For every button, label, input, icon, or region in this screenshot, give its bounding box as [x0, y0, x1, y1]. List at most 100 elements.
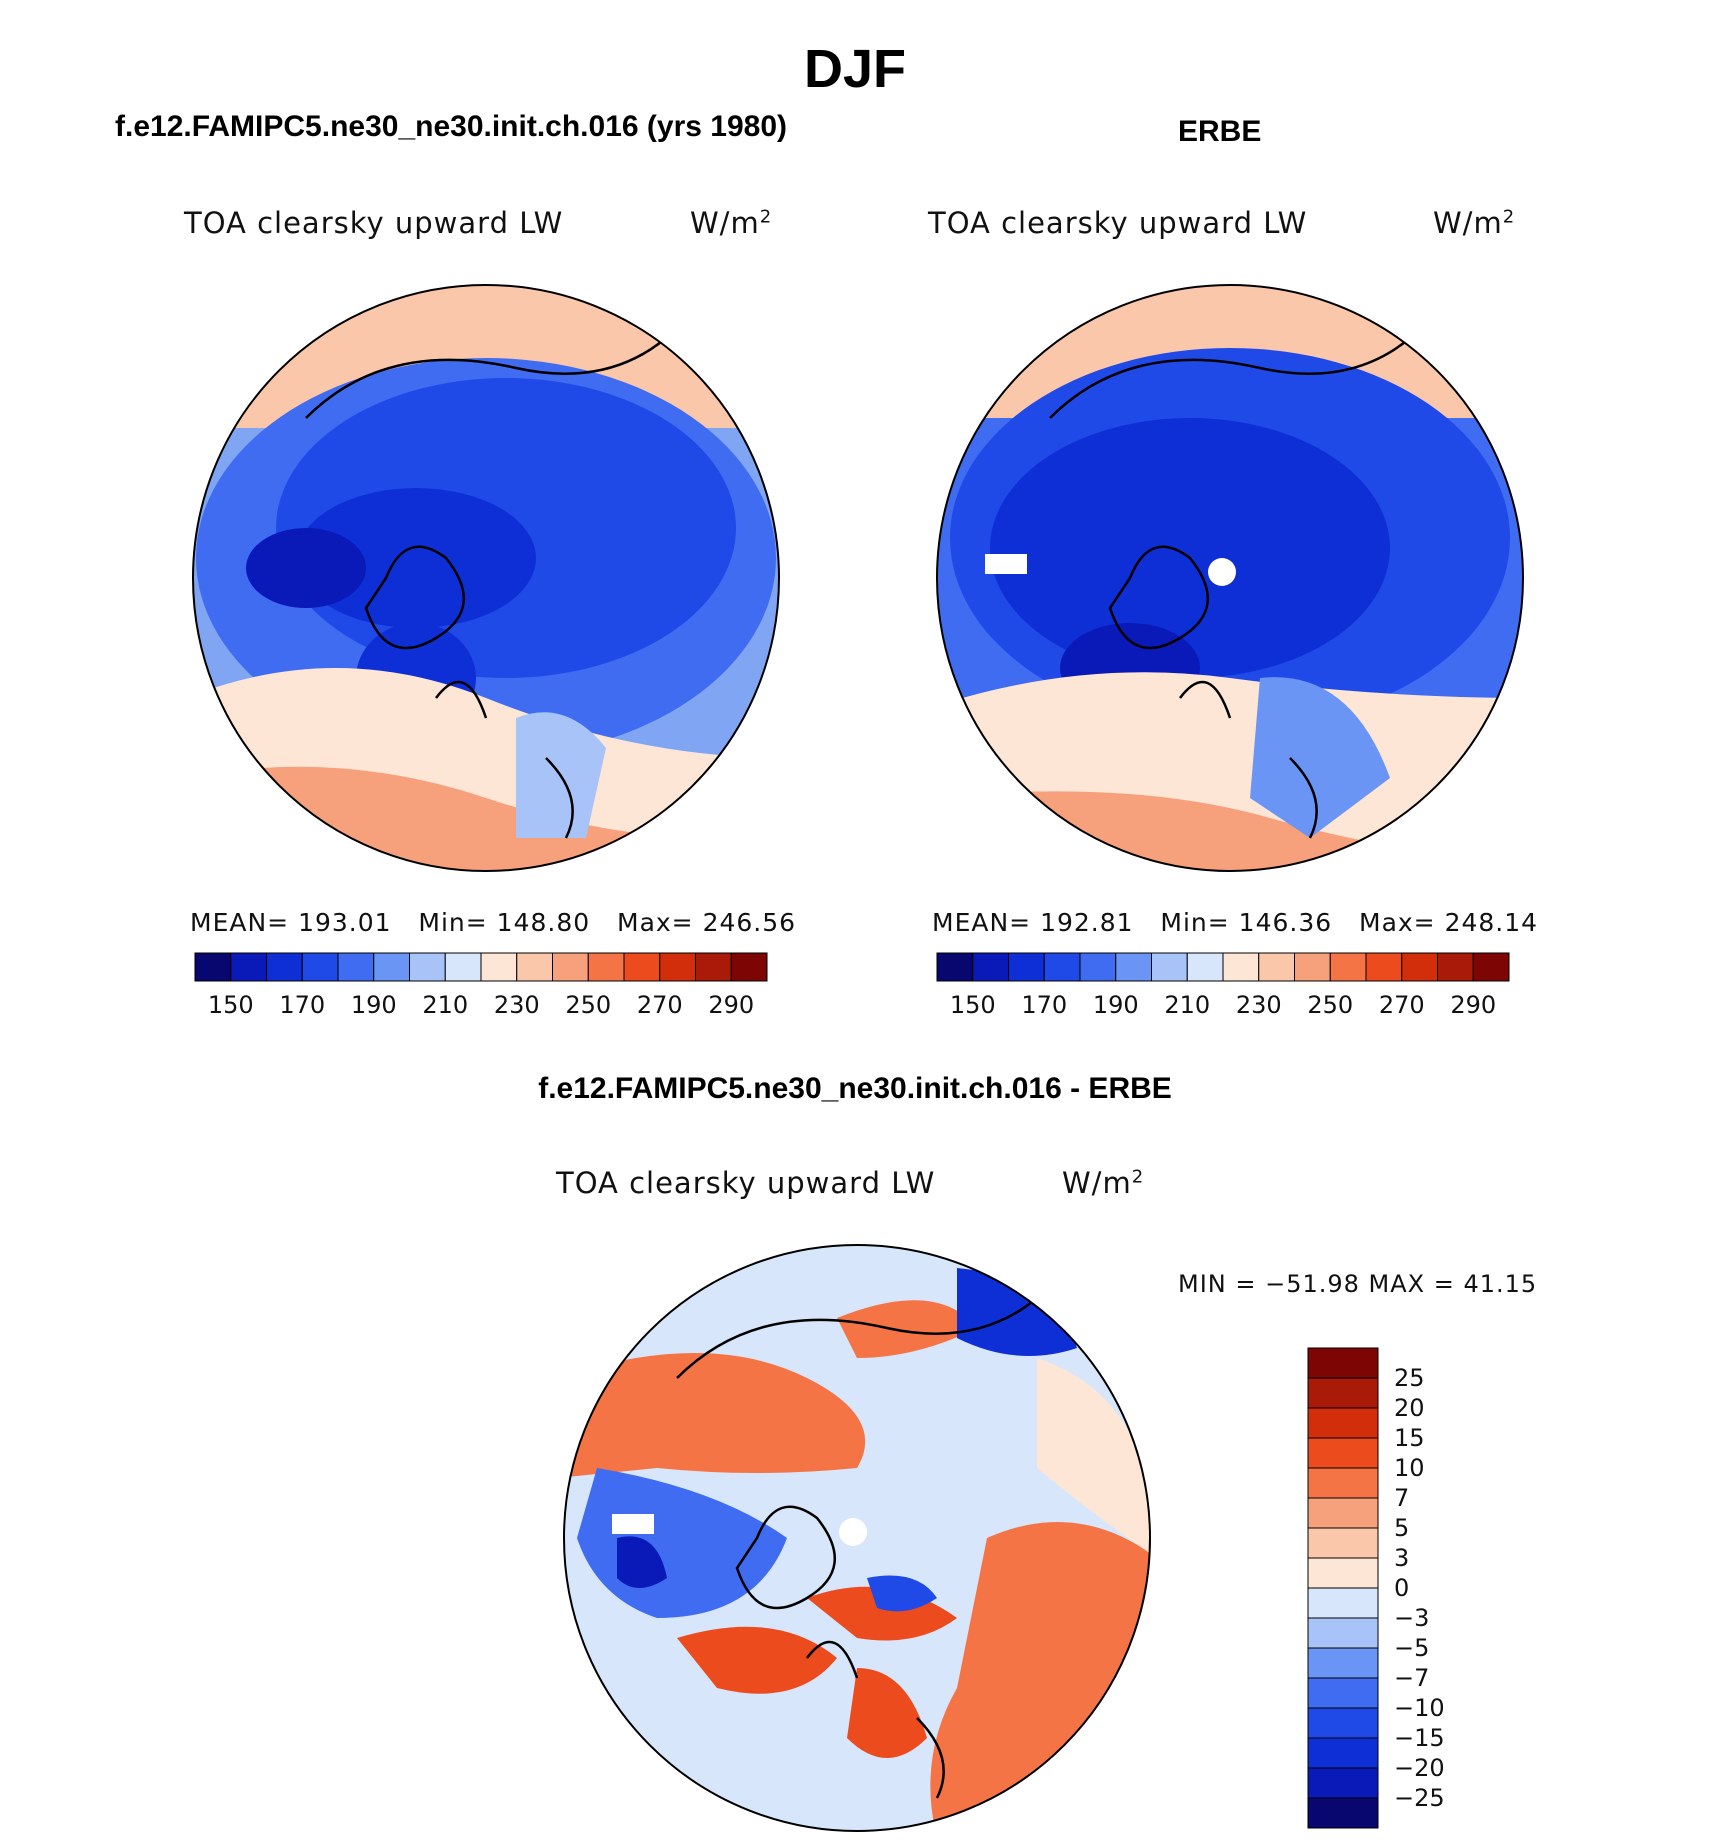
obs-min-value: 146.36 [1238, 908, 1333, 937]
colorbar-swatch [1329, 952, 1367, 982]
model-polar-map [192, 284, 780, 872]
diff-variable-label: TOA clearsky upward LW [556, 1166, 936, 1200]
colorbar-tick-label: −3 [1394, 1604, 1430, 1632]
diff-case-title: f.e12.FAMIPC5.ne30_ne30.init.ch.016 - ER… [538, 1072, 1172, 1105]
colorbar-swatch [1472, 952, 1510, 982]
colorbar-swatch [1401, 952, 1438, 982]
colorbar-swatch [1365, 952, 1403, 982]
diff-north-pacific-slight [1037, 1358, 1150, 1558]
diff-alaska-warm [837, 1300, 977, 1358]
obs-coastlines [1049, 337, 1411, 839]
colorbar-swatch [1307, 1527, 1379, 1559]
model-variable-label: TOA clearsky upward LW [184, 206, 564, 240]
model-map-border [192, 284, 780, 872]
model-mean-label: MEAN= [190, 908, 290, 937]
colorbar-tick-label: 7 [1394, 1484, 1410, 1512]
obs-units-base: W/m [1433, 206, 1503, 240]
diff-greenland-warm [677, 1626, 837, 1694]
colorbar-tick-label: 170 [279, 991, 326, 1019]
colorbar-tick-label: 290 [708, 991, 755, 1019]
obs-case-title: ERBE [1178, 115, 1262, 148]
diff-scandinavia-warm [847, 1668, 927, 1758]
colorbar-swatch [1258, 952, 1295, 982]
colorbar-swatch [1307, 1797, 1379, 1829]
colorbar-tick-label: 10 [1394, 1454, 1425, 1482]
model-stats-line: MEAN= 193.01 Min= 148.80 Max= 246.56 [190, 908, 796, 937]
colorbar-swatch [480, 952, 518, 982]
colorbar-tick-label: 230 [1235, 991, 1282, 1019]
model-coldest-core [246, 528, 366, 608]
diff-units-label: W/m2 [1062, 1166, 1144, 1200]
colorbar-swatch [1186, 952, 1224, 982]
model-coastlines [305, 337, 667, 839]
colorbar-swatch [972, 952, 1009, 982]
obs-max-label: Max= [1359, 908, 1436, 937]
model-units-exp: 2 [759, 206, 773, 228]
colorbar-tick-label: −5 [1394, 1634, 1430, 1662]
obs-variable-label: TOA clearsky upward LW [928, 206, 1308, 240]
model-max-value: 246.56 [702, 908, 797, 937]
colorbar-swatch [1222, 952, 1260, 982]
colorbar-tick-label: 15 [1394, 1424, 1425, 1452]
colorbar-tick-label: −25 [1394, 1784, 1445, 1812]
obs-stats-line: MEAN= 192.81 Min= 146.36 Max= 248.14 [932, 908, 1538, 937]
obs-mean-value: 192.81 [1040, 908, 1134, 937]
colorbar-tick-label: 25 [1394, 1364, 1425, 1392]
colorbar-tick-label: −7 [1394, 1664, 1430, 1692]
season-title: DJF [803, 39, 906, 99]
obs-polar-map [936, 284, 1524, 872]
obs-missing-data-patch [985, 554, 1027, 574]
obs-max-value: 248.14 [1444, 908, 1539, 937]
colorbar-swatch [1307, 1347, 1379, 1379]
colorbar-tick-label: 270 [636, 991, 683, 1019]
diff-colorbar [1307, 1347, 1379, 1829]
obs-pole-hole [1208, 558, 1236, 586]
colorbar-swatch [936, 952, 974, 982]
colorbar-swatch [1307, 1707, 1379, 1739]
colorbar-tick-label: 210 [422, 991, 469, 1019]
diff-minmax: MIN = −51.98 MAX = 41.15 [1178, 1270, 1538, 1298]
obs-map-border [936, 284, 1524, 872]
colorbar-swatch [695, 952, 732, 982]
diff-map-border [563, 1244, 1151, 1832]
colorbar-swatch [1307, 1437, 1379, 1469]
colorbar-swatch [409, 952, 446, 982]
diff-polar-map [563, 1244, 1151, 1832]
colorbar-tick-label: 150 [207, 991, 254, 1019]
colorbar-tick-label: 230 [493, 991, 540, 1019]
colorbar-swatch [1307, 1377, 1379, 1409]
colorbar-tick-label: 190 [1092, 991, 1139, 1019]
colorbar-tick-label: −10 [1394, 1694, 1445, 1722]
colorbar-swatch [1115, 952, 1152, 982]
colorbar-swatch [266, 952, 303, 982]
colorbar-swatch [1437, 952, 1474, 982]
colorbar-tick-label: 3 [1394, 1544, 1410, 1572]
colorbar-tick-label: 290 [1450, 991, 1497, 1019]
obs-units-exp: 2 [1502, 206, 1516, 228]
colorbar-swatch [337, 952, 375, 982]
colorbar-tick-label: 0 [1394, 1574, 1410, 1602]
model-canada-cold [296, 488, 536, 628]
model-mean-value: 193.01 [298, 908, 392, 937]
colorbar-swatch [1307, 1497, 1379, 1529]
colorbar-tick-label: 190 [350, 991, 397, 1019]
colorbar-swatch [516, 952, 553, 982]
obs-scandinavia [1250, 677, 1390, 838]
colorbar-swatch [301, 952, 339, 982]
model-max-label: Max= [617, 908, 694, 937]
obs-polar-cap [990, 418, 1390, 678]
colorbar-swatch [587, 952, 625, 982]
diff-missing-data-patch [612, 1514, 654, 1534]
colorbar-swatch [1079, 952, 1117, 982]
diff-hudson-cold [617, 1536, 667, 1588]
obs-mean-label: MEAN= [932, 908, 1032, 937]
diff-siberia-warm [564, 1353, 866, 1478]
colorbar-swatch [194, 952, 232, 982]
colorbar-tick-label: 170 [1021, 991, 1068, 1019]
model-min-value: 148.80 [496, 908, 591, 937]
diff-pole-hole [839, 1518, 867, 1546]
colorbar-tick-label: 20 [1394, 1394, 1425, 1422]
colorbar-swatch [1151, 952, 1188, 982]
colorbar-swatch [1008, 952, 1045, 982]
model-case-title: f.e12.FAMIPC5.ne30_ne30.init.ch.016 (yrs… [115, 110, 787, 143]
